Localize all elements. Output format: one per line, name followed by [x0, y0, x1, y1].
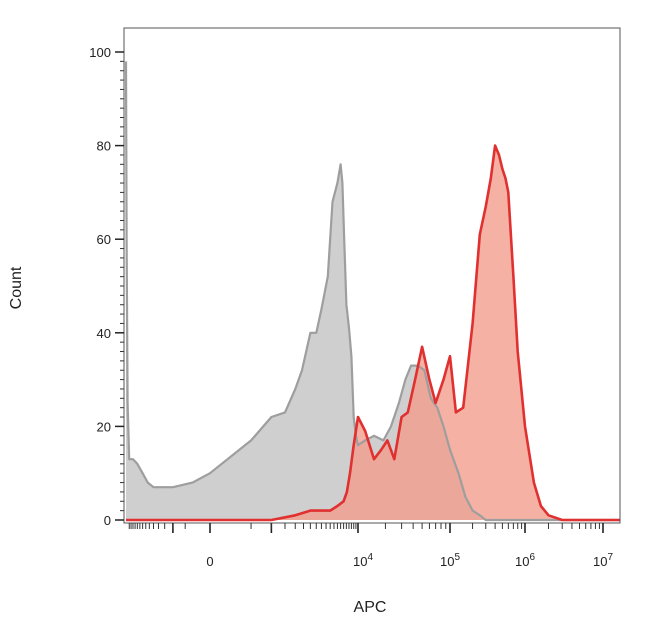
x-tick-label: 106 — [515, 552, 535, 569]
x-tick-label: 104 — [353, 552, 373, 569]
x-tick-label: 0 — [206, 554, 213, 569]
series-2-line — [126, 144, 620, 522]
y-axis-title: Count — [8, 266, 25, 309]
series-1-area — [126, 61, 620, 521]
y-tick-label: 40 — [97, 326, 111, 341]
series-1-line — [124, 61, 620, 522]
series-2-area — [126, 145, 620, 520]
plot-frame — [123, 27, 621, 524]
y-tick-label: 20 — [97, 419, 111, 434]
x-tick-label: 107 — [593, 552, 613, 569]
y-tick-label: 80 — [97, 139, 111, 154]
y-tick-label: 60 — [97, 232, 111, 247]
x-tick-label: 105 — [440, 552, 460, 569]
x-axis-title: APC — [354, 599, 387, 616]
y-tick-label: 100 — [89, 45, 111, 60]
y-tick-label: 0 — [104, 513, 111, 528]
